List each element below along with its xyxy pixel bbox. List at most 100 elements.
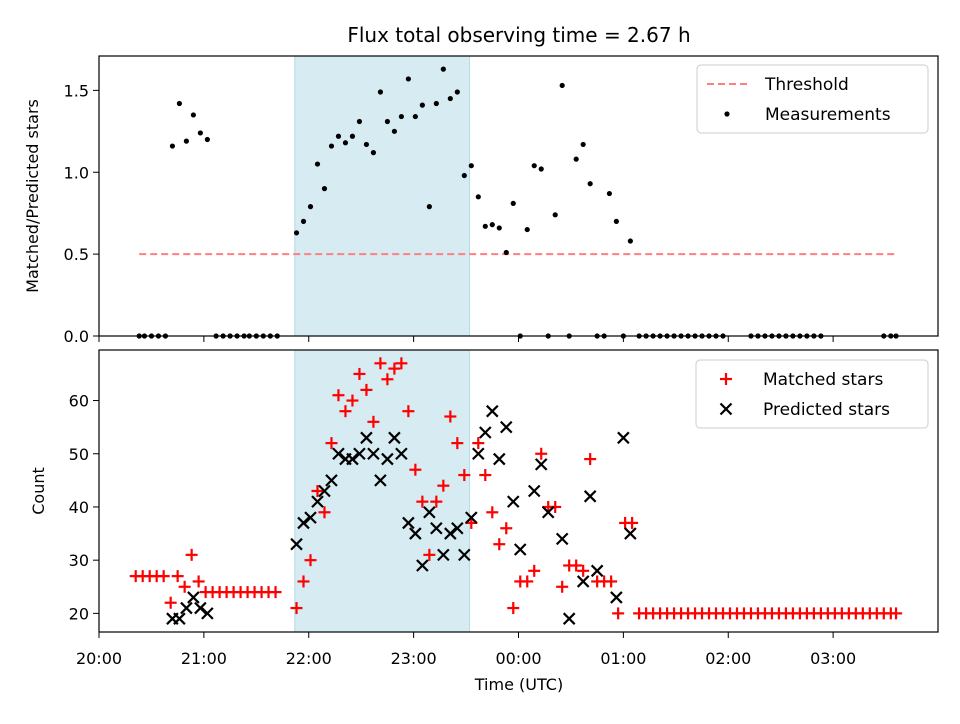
measurement-point	[412, 113, 418, 120]
predicted-point	[486, 404, 499, 418]
cross-b	[499, 420, 513, 434]
y-tick-label: 1.5	[64, 81, 89, 100]
cross-b	[562, 612, 576, 625]
matched-point	[486, 506, 499, 519]
measurement-point	[419, 102, 425, 108]
predicted-point	[409, 527, 422, 540]
measurement-point	[482, 223, 488, 229]
cross-b	[346, 452, 359, 466]
cross-b	[486, 404, 499, 418]
predicted-point	[353, 447, 366, 461]
count-y-axis: 20 30 40 50 60	[69, 392, 99, 623]
matched-point	[612, 607, 625, 620]
y-tick-label: 30	[69, 551, 89, 570]
measurement-point	[335, 133, 342, 139]
y-tick-label: 0.0	[64, 327, 89, 346]
matched-point	[507, 602, 520, 615]
measurement-point	[426, 204, 432, 210]
matched-point	[500, 522, 513, 535]
measurement-point	[314, 161, 321, 167]
measurement-point	[293, 230, 300, 236]
predicted-point	[346, 452, 359, 466]
x-tick-label: 22:00	[286, 649, 332, 668]
measurement-point	[377, 89, 384, 95]
cross-b	[416, 559, 429, 572]
measurement-point	[440, 66, 446, 72]
predicted-point	[360, 431, 373, 445]
cross-b	[201, 607, 214, 620]
time-x-label: Time (UTC)	[474, 675, 563, 694]
legend-measurements-label: Measurements	[765, 105, 891, 125]
predicted-point	[590, 564, 604, 578]
x-tick-label: 02:00	[705, 649, 751, 668]
matched-point	[381, 373, 394, 386]
predicted-point	[534, 458, 548, 471]
count-legend-box	[695, 359, 929, 429]
matched-point	[178, 580, 191, 593]
ratio-panel-frame	[98, 55, 939, 337]
predicted-point	[555, 532, 569, 546]
matched-point	[360, 383, 373, 396]
cross-b	[374, 474, 387, 487]
cross-b	[409, 527, 422, 540]
predicted-point	[318, 484, 331, 498]
cross-b	[388, 431, 401, 445]
predicted-point	[180, 601, 193, 615]
ratio-legend-box	[696, 64, 929, 134]
cross-b	[318, 484, 331, 498]
legend-matched-label: Matched stars	[763, 370, 883, 390]
legend-plus	[720, 373, 732, 385]
cross-b	[311, 495, 324, 508]
predicted-point	[458, 548, 471, 562]
matched-stars-series	[129, 357, 903, 620]
y-tick-label: 40	[69, 498, 89, 517]
x-tick-label: 20:00	[76, 649, 122, 668]
matched-point	[171, 570, 184, 583]
measurement-point	[475, 194, 481, 200]
x-tick-label: 23:00	[391, 649, 437, 668]
predicted-point	[541, 506, 555, 519]
cross-b	[513, 543, 527, 556]
measurement-point	[496, 225, 502, 231]
predicted-point	[311, 495, 324, 508]
matched-point	[605, 575, 618, 588]
count-panel-frame	[98, 349, 939, 633]
measurement-point	[613, 218, 619, 224]
measurement-point	[627, 238, 633, 244]
cross-b	[719, 402, 733, 416]
predicted-point	[388, 431, 401, 445]
matched-point	[325, 437, 338, 450]
cross-b	[492, 452, 506, 466]
legend-matched-swatch	[720, 373, 732, 385]
predicted-point	[297, 516, 310, 530]
cross-b	[360, 431, 373, 445]
matched-point	[311, 485, 324, 497]
chart-title: Flux total observing time = 2.67 h	[347, 23, 690, 47]
predicted-point	[194, 601, 207, 615]
ratio-legend: Threshold Measurements	[696, 64, 929, 134]
measurement-point	[531, 163, 537, 169]
predicted-point	[465, 511, 478, 524]
cross-b	[194, 601, 207, 615]
measurement-point	[405, 76, 411, 82]
predicted-point	[290, 537, 303, 551]
measurement-point	[510, 200, 516, 206]
y-tick-label: 20	[69, 604, 89, 623]
cross-b	[187, 591, 200, 604]
cross-b	[472, 447, 485, 461]
matched-point	[192, 575, 205, 588]
matched-point	[297, 575, 310, 588]
legend-measurements-swatch	[724, 111, 730, 117]
measurement-point	[349, 133, 356, 139]
predicted-point	[527, 484, 541, 498]
cross-b	[624, 527, 637, 540]
cross-b	[617, 431, 630, 445]
x-tick-label: 00:00	[495, 649, 541, 668]
matched-point	[437, 479, 450, 492]
measurement-point	[342, 140, 349, 146]
predicted-point	[201, 607, 214, 620]
matched-point	[367, 415, 380, 428]
cross-b	[402, 516, 415, 530]
predicted-point	[610, 591, 623, 604]
measurement-point	[573, 156, 579, 162]
